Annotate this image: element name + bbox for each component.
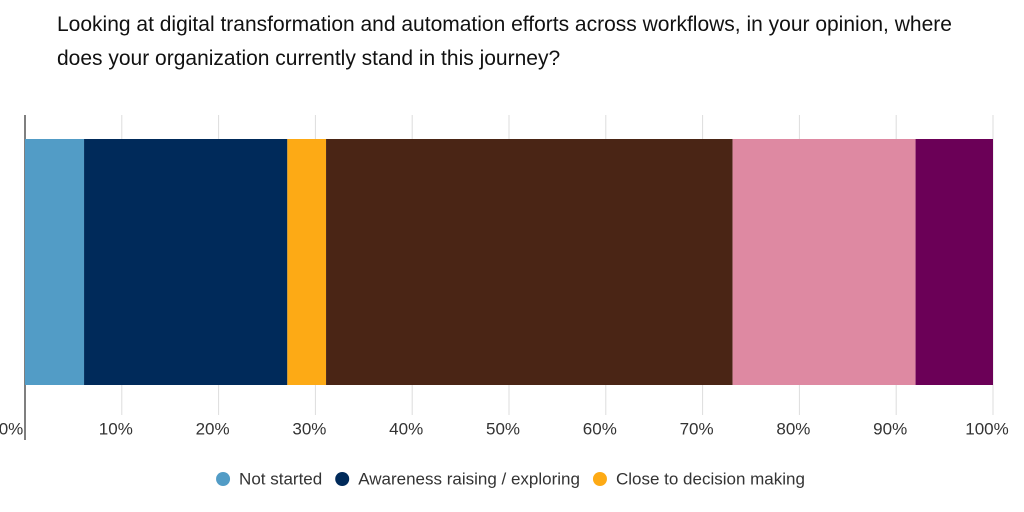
- x-tick-label: 80%: [776, 419, 810, 438]
- x-tick-label: 100%: [965, 419, 1008, 438]
- x-tick-label: 50%: [486, 419, 520, 438]
- x-tick-label: 20%: [196, 419, 230, 438]
- legend-label: Not started: [239, 469, 322, 488]
- bar-segment: [25, 139, 85, 385]
- x-tick-label: 90%: [873, 419, 907, 438]
- bar-segment: [732, 139, 916, 385]
- bar-segment: [287, 139, 327, 385]
- x-tick-label: 60%: [583, 419, 617, 438]
- legend-marker: [335, 472, 350, 486]
- x-tick-label: 0%: [0, 419, 23, 438]
- bar-segment: [326, 139, 733, 385]
- legend-marker: [216, 472, 231, 486]
- chart-title: Looking at digital transformation and au…: [57, 13, 952, 70]
- x-tick-label: 30%: [292, 419, 326, 438]
- x-tick-label: 10%: [99, 419, 133, 438]
- legend-label: Awareness raising / exploring: [358, 469, 580, 488]
- bar-segment: [84, 139, 288, 385]
- legend-marker: [592, 472, 607, 486]
- legend-label: Close to decision making: [616, 469, 805, 488]
- x-tick-label: 40%: [389, 419, 423, 438]
- bar-segment: [915, 139, 993, 385]
- x-tick-label: 70%: [680, 419, 714, 438]
